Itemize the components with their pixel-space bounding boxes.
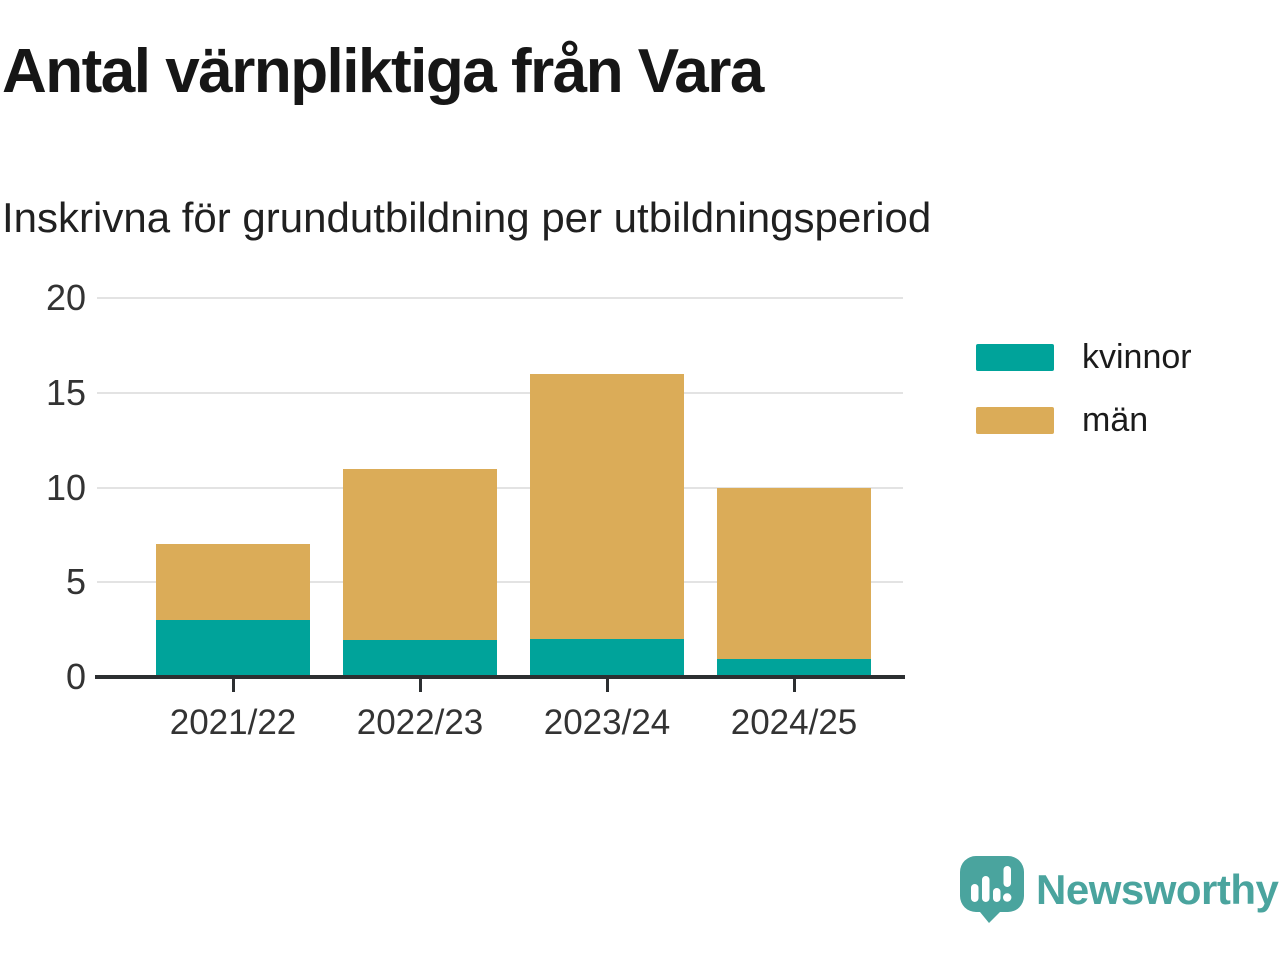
bar-2023/24-kvinnor [530,639,684,677]
chart-title: Antal värnpliktiga från Vara [2,37,764,106]
y-tick-label-5: 5 [65,561,86,602]
legend-label-män: män [1082,401,1149,439]
legend-swatch-kvinnor [976,343,1054,371]
gridline-20 [97,297,903,299]
x-axis-line [95,675,905,679]
x-tick-label-2024/25: 2024/25 [730,703,858,742]
x-tick-label-2021/22: 2021/22 [169,703,297,742]
gridline-5 [97,581,903,583]
x-tick-2021/22 [232,679,235,692]
x-tick-2024/25 [793,679,796,692]
x-tick-2022/23 [419,679,422,692]
y-tick-label-10: 10 [45,467,86,508]
legend-item-män: män [976,403,1192,437]
chart-subtitle: Inskrivna för grundutbildning per utbild… [2,194,932,241]
legend-swatch-män [976,406,1054,434]
newsworthy-logo: Newsworthy [960,856,1279,924]
bar-2022/23-män [343,469,497,640]
bar-2022/23-kvinnor [343,639,497,677]
newsworthy-speech-bubble-icon [960,856,1024,923]
y-tick-label-15: 15 [45,372,86,413]
logo-bar-2 [982,876,990,902]
gridline-10 [97,487,903,489]
chart-legend: kvinnor män [976,340,1192,466]
gridline-15 [97,392,903,394]
bar-2024/25-kvinnor [717,658,871,677]
y-tick-label-0: 0 [65,656,86,697]
logo-exclamation-dot [1003,893,1012,902]
legend-label-kvinnor: kvinnor [1082,338,1192,376]
bar-2023/24-män [530,374,684,639]
x-tick-label-2022/23: 2022/23 [356,703,484,742]
newsworthy-logo-text: Newsworthy [1036,866,1279,913]
bar-2021/22-kvinnor [156,620,310,677]
logo-bar-1 [971,884,979,902]
y-tick-label-20: 20 [45,277,86,318]
bar-2021/22-män [156,544,310,620]
logo-exclamation-stem [1003,866,1011,887]
x-tick-label-2023/24: 2023/24 [543,703,671,742]
logo-bar-3 [993,888,1001,902]
x-tick-2023/24 [606,679,609,692]
bar-2024/25-män [717,488,871,659]
legend-item-kvinnor: kvinnor [976,340,1192,374]
